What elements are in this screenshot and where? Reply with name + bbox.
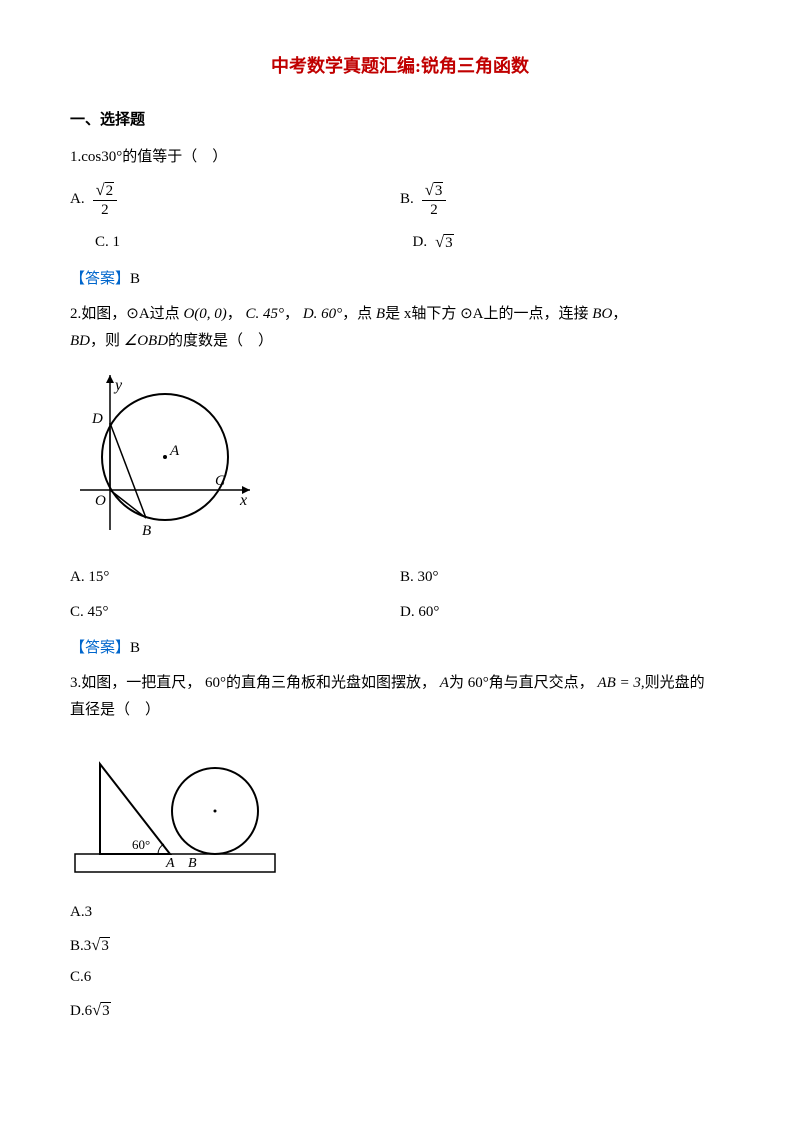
q2-diagram: y x O D A C B xyxy=(70,365,730,550)
q1-answer: 【答案】B xyxy=(70,266,730,293)
svg-text:C: C xyxy=(215,473,226,489)
q2-choice-d: D. 60° xyxy=(400,595,730,630)
svg-text:y: y xyxy=(113,377,123,394)
q1-choice-a: A. √2 2 xyxy=(70,176,400,223)
answer-tag: 【答案】 xyxy=(70,271,130,287)
q2-choice-c: C. 45° xyxy=(70,595,400,630)
q1-stem: 1.cos30°的值等于（ ） xyxy=(70,144,730,171)
q3-stem: 3.如图，一把直尺， 60°的直角三角板和光盘如图摆放， A为 60°角与直尺交… xyxy=(70,670,730,724)
svg-text:60°: 60° xyxy=(132,837,150,852)
q1-choice-d: D. √3 xyxy=(413,223,731,261)
section-heading: 一、选择题 xyxy=(70,107,730,134)
q1-choice-b: B. √3 2 xyxy=(400,176,730,223)
q2-stem: 2.如图，⊙A过点 O(0, 0)， C. 45°， D. 60°，点 B是 x… xyxy=(70,301,730,355)
q2-choice-a: A. 15° xyxy=(70,560,400,595)
answer-tag: 【答案】 xyxy=(70,640,130,656)
q1-choice-c: C. 1 xyxy=(95,223,413,261)
choice-label: B. xyxy=(400,186,414,213)
svg-text:B: B xyxy=(188,856,197,871)
choice-label: A. xyxy=(70,186,85,213)
q3-diagram: 60° A B xyxy=(70,749,730,889)
svg-text:A: A xyxy=(165,856,175,871)
q2-choice-b: B. 30° xyxy=(400,560,730,595)
svg-text:D: D xyxy=(91,411,103,427)
q3-choice-c: C.6 xyxy=(70,964,730,991)
q3-choice-a: A.3 xyxy=(70,899,730,926)
svg-text:A: A xyxy=(169,443,180,459)
svg-text:x: x xyxy=(239,492,247,509)
q2-answer: 【答案】B xyxy=(70,635,730,662)
svg-text:O: O xyxy=(95,493,106,509)
page-title: 中考数学真题汇编:锐角三角函数 xyxy=(70,50,730,82)
choice-label: D. xyxy=(413,229,428,256)
q3-choice-d: D.6√3 xyxy=(70,995,730,1025)
svg-text:B: B xyxy=(142,523,151,539)
q3-choice-b: B.3√3 xyxy=(70,930,730,960)
